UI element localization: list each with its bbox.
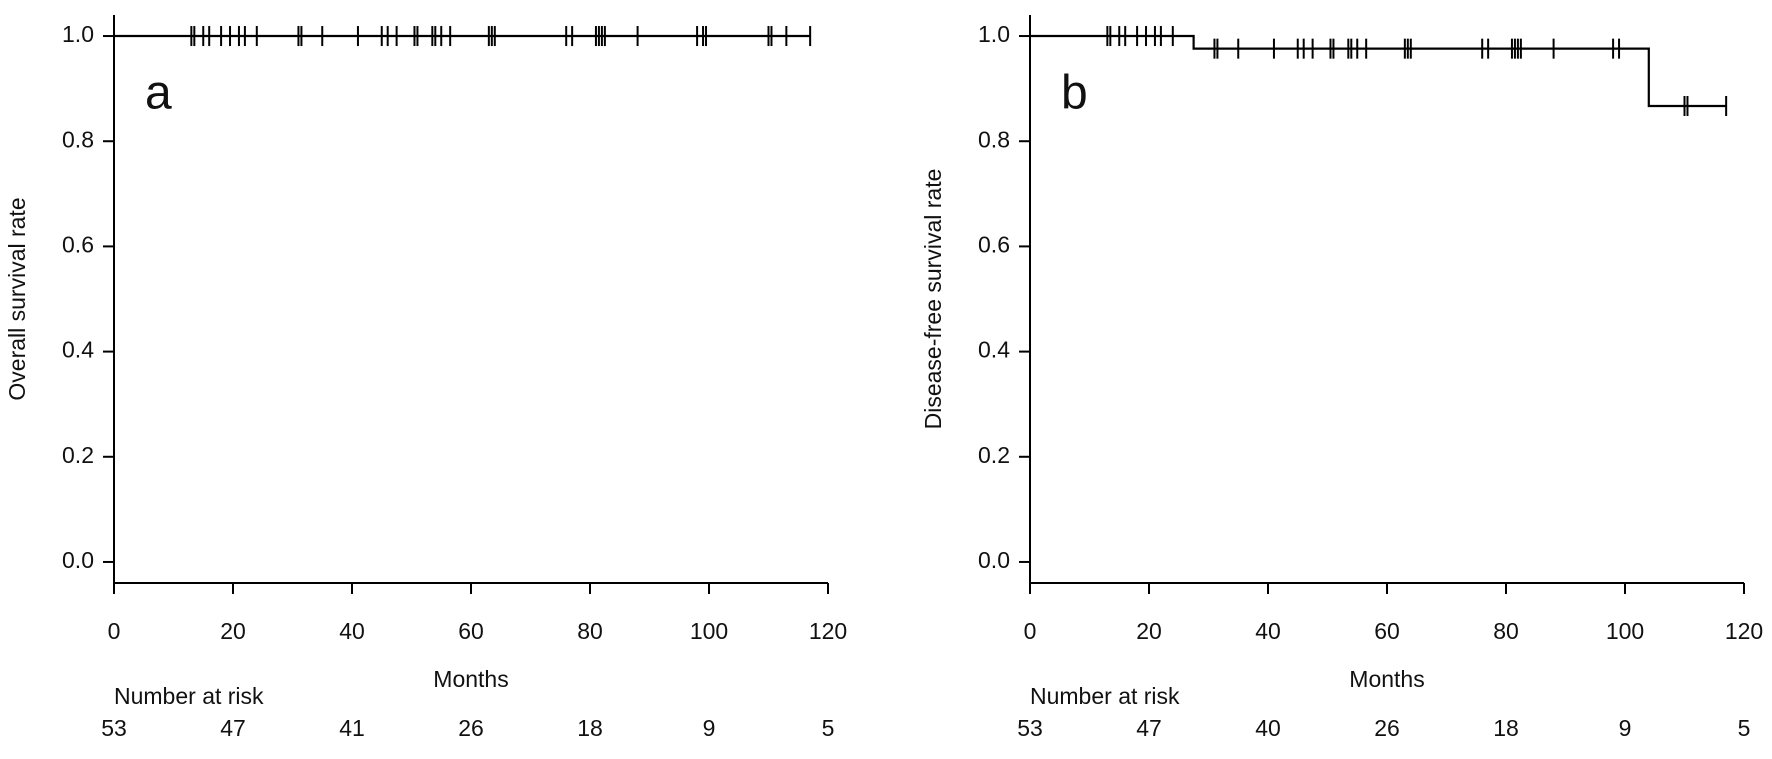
risk-count: 5 [822,715,835,741]
x-tick-label: 80 [577,618,603,644]
x-tick-label: 100 [690,618,728,644]
risk-count: 40 [1255,715,1281,741]
x-axis-label: Months [433,666,508,692]
y-tick-label: 1.0 [978,21,1010,47]
risk-count: 9 [1619,715,1632,741]
y-tick-label: 0.8 [62,126,94,152]
risk-count: 47 [220,715,246,741]
x-tick-label: 120 [1725,618,1763,644]
y-tick-label: 0.0 [978,547,1010,573]
x-tick-label: 80 [1493,618,1519,644]
y-tick-label: 0.8 [978,126,1010,152]
y-tick-label: 0.0 [62,547,94,573]
x-tick-label: 0 [1024,618,1037,644]
y-axis-label: Overall survival rate [4,197,30,400]
panel-label: b [1061,67,1088,120]
risk-count: 18 [577,715,603,741]
risk-count: 47 [1136,715,1162,741]
x-tick-label: 60 [458,618,484,644]
x-tick-label: 100 [1606,618,1644,644]
x-tick-label: 20 [1136,618,1162,644]
x-axis-label: Months [1349,666,1424,692]
risk-count: 5 [1738,715,1751,741]
y-tick-label: 0.6 [978,231,1010,257]
x-tick-label: 60 [1374,618,1400,644]
y-tick-label: 0.2 [978,442,1010,468]
panel-label: a [145,67,172,120]
x-tick-label: 40 [1255,618,1281,644]
y-axis-label: Disease-free survival rate [920,169,946,430]
y-tick-label: 0.4 [62,337,94,363]
risk-count: 9 [703,715,716,741]
risk-table-title: Number at risk [114,683,264,709]
y-tick-label: 0.2 [62,442,94,468]
x-tick-label: 120 [809,618,847,644]
y-tick-label: 0.6 [62,231,94,257]
risk-count: 53 [101,715,127,741]
x-tick-label: 40 [339,618,365,644]
risk-count: 26 [1374,715,1400,741]
x-tick-label: 0 [108,618,121,644]
survival-curve [1030,34,1727,108]
risk-count: 41 [339,715,365,741]
risk-count: 18 [1493,715,1519,741]
risk-count: 26 [458,715,484,741]
y-tick-label: 0.4 [978,337,1010,363]
y-tick-label: 1.0 [62,21,94,47]
x-tick-label: 20 [220,618,246,644]
risk-count: 53 [1017,715,1043,741]
risk-table-title: Number at risk [1030,683,1180,709]
